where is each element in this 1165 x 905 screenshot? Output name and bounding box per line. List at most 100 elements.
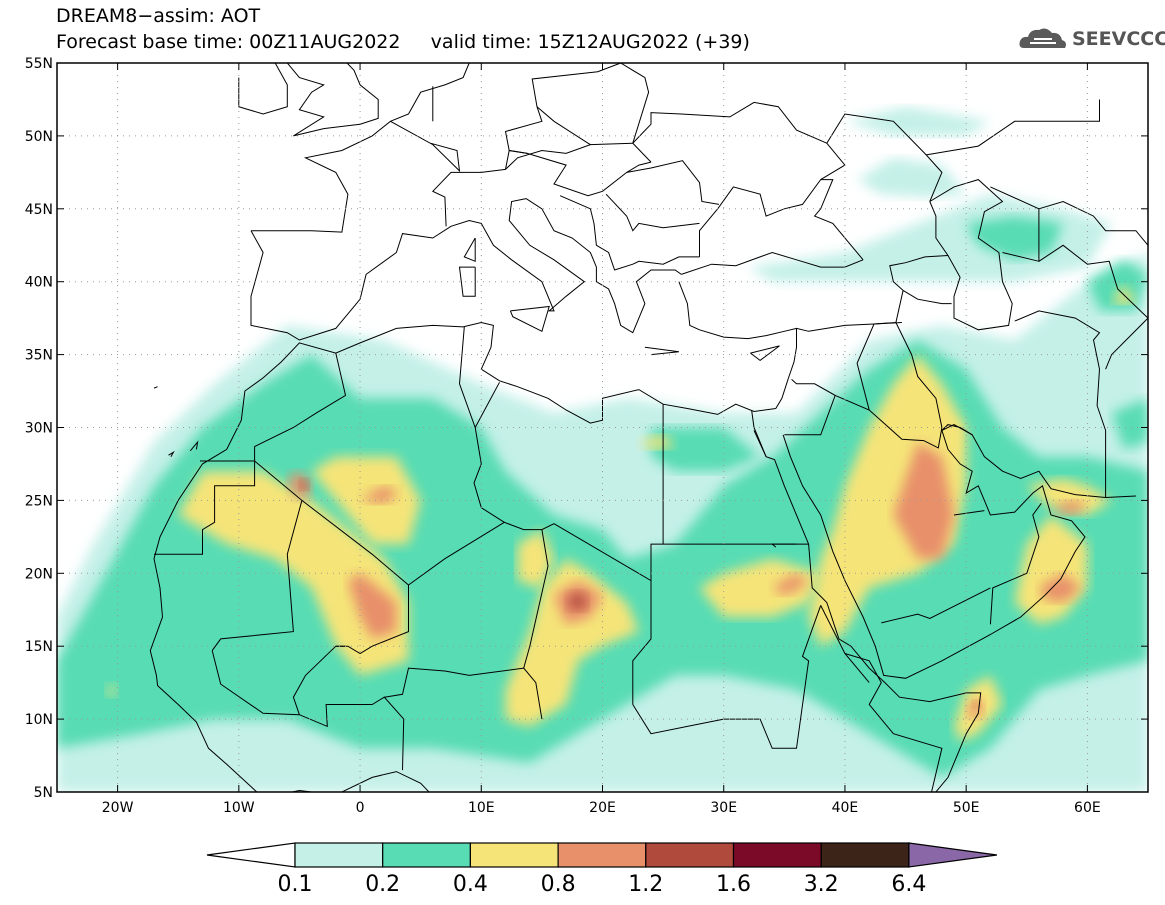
aot-contour-14	[808, 354, 967, 647]
border-line-28	[632, 605, 822, 749]
aot-contour-5	[651, 427, 761, 472]
border-line-54	[626, 160, 719, 205]
colorbar-label: 0.2	[365, 872, 400, 897]
aot-contour-24	[360, 485, 399, 504]
border-line-43	[990, 186, 1040, 262]
map-title: DREAM8−assim: AOT	[56, 5, 261, 27]
aot-contour-1	[748, 194, 1112, 282]
logo-text: SEEVCCC	[1072, 28, 1165, 50]
border-line-3	[238, 63, 288, 115]
border-line-20	[458, 326, 500, 429]
colorbar-label: 1.2	[628, 872, 663, 897]
lon-label: 10W	[223, 800, 255, 816]
aot-contour-16	[1026, 478, 1112, 515]
aot-contour-31	[566, 590, 588, 612]
border-line-40	[953, 510, 985, 516]
border-line-26	[211, 650, 405, 771]
border-line-41	[1014, 310, 1107, 498]
lon-label: 60E	[1074, 800, 1101, 816]
border-line-23	[650, 543, 664, 581]
lat-label: 40N	[25, 275, 53, 291]
border-line-63	[189, 440, 199, 452]
colorbar-label: 3.2	[804, 872, 839, 897]
lat-label: 5N	[34, 785, 53, 801]
aot-contour-28	[1038, 573, 1082, 603]
border-line-13	[941, 424, 973, 436]
border-line-1	[251, 63, 470, 233]
border-line-0	[250, 198, 586, 341]
lon-label: 50E	[953, 800, 980, 816]
border-line-47	[926, 99, 1100, 156]
border-line-17	[301, 500, 409, 655]
lat-label: 15N	[25, 639, 53, 655]
border-line-48	[632, 101, 827, 163]
border-line-38	[989, 503, 1042, 625]
border-line-50	[504, 63, 652, 197]
border-line-21	[254, 352, 347, 461]
border-line-7	[149, 321, 776, 792]
border-line-19	[473, 427, 505, 523]
forecast-time-subtitle: Forecast base time: 00Z11AUG2022 valid t…	[56, 31, 750, 53]
lat-label: 25N	[25, 493, 53, 509]
country-borders	[149, 63, 1148, 792]
border-line-58	[458, 266, 476, 297]
aot-contour-20	[1111, 284, 1136, 304]
border-line-59	[463, 237, 476, 263]
aot-contour-22	[347, 573, 397, 639]
colorbar-label: 1.6	[716, 872, 751, 897]
border-line-6	[678, 281, 797, 409]
aot-contour-19	[105, 682, 118, 698]
colorbar: 0.1 0.2 0.4 0.8 1.2 1.6 3.2 6.4	[206, 842, 997, 897]
aot-contour-8	[1111, 398, 1148, 450]
aot-contour-12	[505, 558, 639, 727]
border-line-8	[699, 179, 864, 261]
aot-contour-7	[1087, 259, 1148, 311]
colorbar-label: 6.4	[891, 872, 926, 897]
border-line-64	[168, 450, 175, 457]
border-line-55	[390, 120, 461, 173]
lat-label: 55N	[25, 56, 53, 72]
border-line-39	[881, 587, 991, 624]
aot-contour-29	[1051, 500, 1088, 515]
border-line-33	[835, 394, 943, 449]
border-line-25	[384, 667, 524, 698]
border-line-60	[509, 305, 550, 333]
aot-contour-27	[893, 442, 954, 559]
border-line-16	[211, 460, 303, 651]
colorbar-segment	[557, 842, 647, 868]
border-line-52	[559, 195, 700, 271]
aot-contour-33	[972, 700, 981, 708]
aot-contour-2	[844, 106, 991, 136]
border-line-65	[153, 386, 158, 389]
lon-label: 20W	[102, 800, 134, 816]
border-line-42	[1105, 317, 1148, 370]
lon-label: 30E	[710, 800, 737, 816]
border-line-15	[154, 460, 256, 555]
aot-contour-23	[287, 471, 312, 501]
lon-label: 20E	[589, 800, 616, 816]
border-line-31	[770, 543, 797, 548]
lat-label: 10N	[25, 712, 53, 728]
aot-contour-11	[517, 529, 554, 588]
border-line-62	[750, 345, 780, 362]
border-line-10	[753, 427, 982, 792]
border-line-36	[902, 289, 952, 305]
colorbar-segment	[645, 842, 735, 868]
aot-contour-3	[857, 157, 967, 198]
border-line-2	[286, 63, 379, 137]
border-line-37	[895, 322, 943, 428]
border-line-45	[1038, 244, 1148, 319]
border-line-61	[644, 346, 679, 356]
border-line-24	[523, 529, 549, 720]
border-line-57	[505, 149, 528, 170]
border-line-5	[681, 251, 864, 275]
border-line-32	[784, 379, 836, 436]
border-line-11	[782, 424, 1136, 679]
border-line-51	[536, 106, 591, 146]
colorbar-label: 0.1	[278, 872, 313, 897]
colorbar-segment	[382, 842, 472, 868]
aot-contour-21	[638, 434, 676, 450]
colorbar-segment	[294, 842, 384, 868]
border-line-53	[605, 193, 700, 232]
